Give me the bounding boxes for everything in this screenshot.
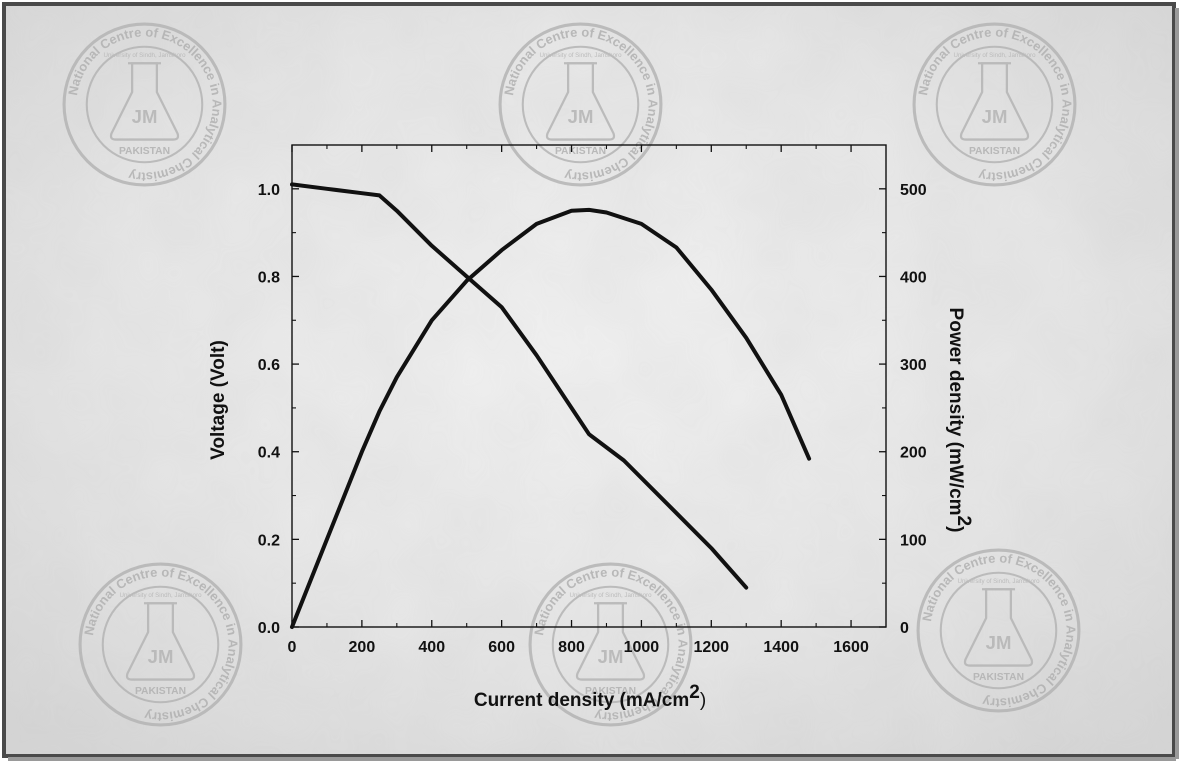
voltage-line: [290, 182, 749, 590]
series-group: [290, 182, 812, 629]
y-left-tick-label: 0.2: [258, 532, 280, 549]
x-tick-label: 400: [418, 639, 445, 656]
x-axis-label: Current density (mA/cm2): [474, 682, 706, 711]
x-tick-label: 800: [558, 639, 585, 656]
x-tick-label: 1200: [693, 639, 729, 656]
y-axis-right-label-sup: 2: [953, 516, 974, 527]
x-axis-label-sup: 2: [689, 682, 700, 703]
y-left-tick-label: 0.4: [258, 445, 280, 462]
y-right-tick-label: 500: [900, 182, 927, 199]
x-tick-label: 600: [488, 639, 515, 656]
y-left-tick-label: 0.0: [258, 620, 280, 637]
y-axis-left-label: Voltage (Volt): [208, 340, 229, 460]
y-left-tick-label: 0.8: [258, 269, 280, 286]
y-right-tick-label: 400: [900, 269, 927, 286]
x-tick-label: 1400: [763, 639, 799, 656]
plot-area: [291, 144, 887, 628]
x-axis-label-text: Current density (mA/cm: [474, 690, 689, 711]
y-right-tick-label: 300: [900, 357, 927, 374]
x-axis-label-close: ): [700, 690, 706, 711]
x-tick-label: 1000: [624, 639, 660, 656]
y-axis-right-label: Power density (mW/cm2): [945, 308, 974, 533]
x-tick-label: 1600: [833, 639, 869, 656]
power-density-line: [290, 207, 812, 629]
x-tick-label: 200: [349, 639, 376, 656]
y-right-tick-label: 0: [900, 620, 909, 637]
axes: 0 200 400 600 800 1000 1200 1400 16000.00.20.40.…: [258, 145, 927, 656]
y-left-tick-label: 0.6: [258, 357, 280, 374]
y-left-tick-label: 1.0: [258, 182, 280, 199]
y-right-tick-label: 100: [900, 532, 927, 549]
y-axis-right-label-close: ): [945, 526, 966, 532]
x-tick-label: 0: [288, 639, 297, 656]
y-axis-right-label-text: Power density (mW/cm: [945, 308, 966, 516]
y-right-tick-label: 200: [900, 445, 927, 462]
